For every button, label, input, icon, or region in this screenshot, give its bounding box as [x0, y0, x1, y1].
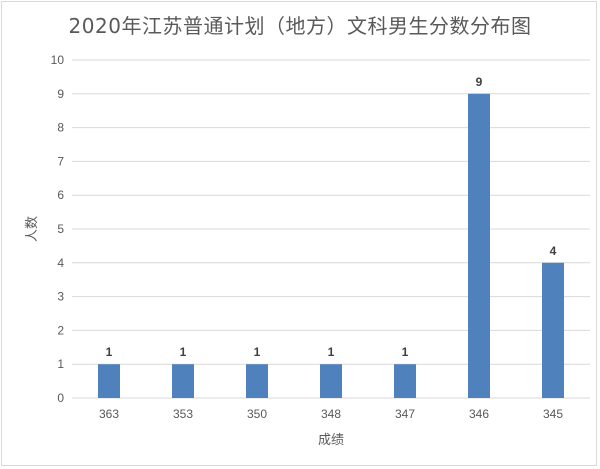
data-label-363: 1: [106, 345, 113, 359]
y-tick-label: 9: [57, 87, 64, 101]
y-tick-label: 4: [57, 256, 64, 270]
gridlines: [72, 59, 590, 399]
data-labels: 1 1 1 1 1 9 4: [106, 75, 557, 359]
data-label-353: 1: [180, 345, 187, 359]
x-axis-title: 成绩: [318, 433, 344, 448]
x-axis-ticks: 363 353 350 348 347 346 345: [99, 407, 563, 421]
bars: [98, 93, 564, 399]
x-tick-label-363: 363: [99, 407, 119, 421]
bar-347: [394, 364, 416, 398]
y-axis-ticks: 0 1 2 3 4 5 6 7 8 9 10: [51, 53, 65, 405]
bar-348: [320, 364, 342, 398]
data-label-347: 1: [402, 345, 409, 359]
data-label-350: 1: [254, 345, 261, 359]
y-tick-label: 7: [57, 154, 64, 168]
data-label-346: 9: [476, 75, 483, 89]
y-tick-label: 8: [57, 121, 64, 135]
x-tick-label-353: 353: [173, 407, 193, 421]
y-tick-label: 2: [57, 323, 64, 337]
bar-363: [98, 364, 120, 398]
y-tick-label: 10: [51, 53, 65, 67]
data-label-348: 1: [328, 345, 335, 359]
x-tick-label-348: 348: [321, 407, 341, 421]
bar-346: [468, 93, 490, 399]
y-tick-label: 1: [57, 357, 64, 371]
bar-353: [172, 364, 194, 398]
bar-345: [542, 262, 564, 398]
y-axis-title: 人数: [25, 216, 40, 242]
y-tick-label: 5: [57, 222, 64, 236]
x-tick-label-347: 347: [395, 407, 415, 421]
chart-title: 2020年江苏普通计划（地方）文科男生分数分布图: [68, 14, 532, 38]
y-tick-label: 3: [57, 290, 64, 304]
y-tick-label: 6: [57, 188, 64, 202]
bar-350: [246, 364, 268, 398]
data-label-345: 4: [550, 244, 557, 258]
x-tick-label-346: 346: [469, 407, 489, 421]
x-tick-label-345: 345: [543, 407, 563, 421]
x-tick-label-350: 350: [247, 407, 267, 421]
y-tick-label: 0: [57, 391, 64, 405]
